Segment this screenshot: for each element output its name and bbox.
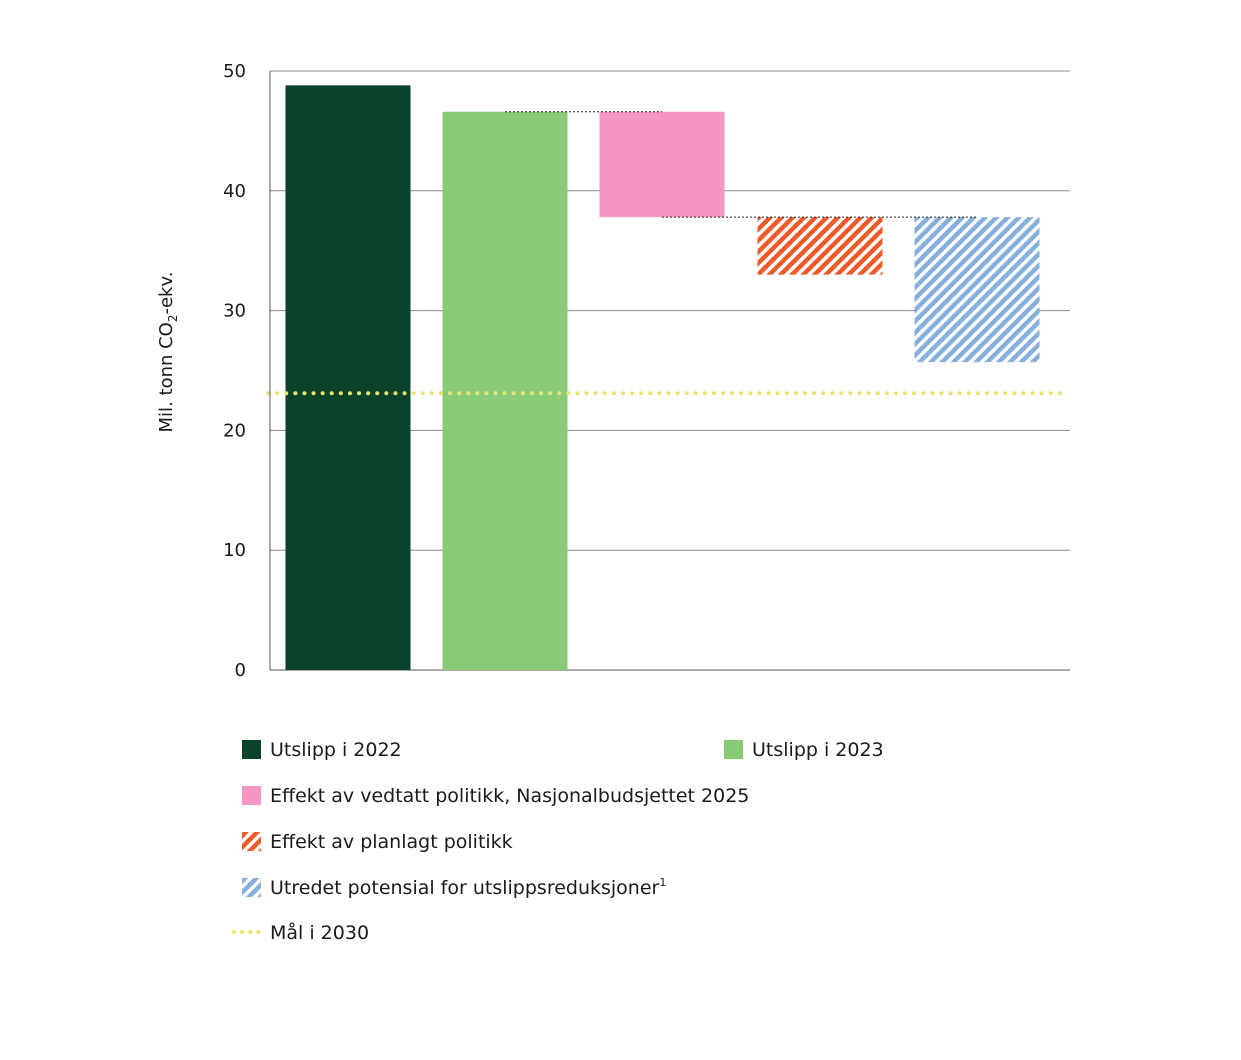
y-axis-label-main: Mil. tonn CO — [156, 322, 177, 432]
legend-label: Effekt av planlagt politikk — [270, 831, 513, 853]
legend-label-text: Utslipp i 2022 — [270, 739, 402, 761]
bars — [285, 85, 1040, 671]
legend-label-text: Mål i 2030 — [270, 921, 369, 944]
legend-item: Effekt av vedtatt politikk, Nasjonalbuds… — [242, 785, 749, 807]
y-tick-label: 50 — [223, 61, 246, 82]
legend-label: Effekt av vedtatt politikk, Nasjonalbuds… — [270, 785, 749, 807]
legend-label-text: Effekt av planlagt politikk — [270, 831, 513, 853]
legend-swatch — [242, 832, 261, 851]
y-tick-label: 40 — [223, 181, 246, 202]
connectors — [505, 111, 977, 218]
y-tick-labels: 0 10 20 30 40 50 — [223, 61, 246, 681]
legend-swatch — [242, 786, 261, 805]
legend-item: Utslipp i 2023 — [724, 739, 884, 761]
y-tick-label: 0 — [235, 660, 246, 681]
bar-1 — [285, 85, 411, 671]
legend-footnote-marker: 1 — [659, 876, 666, 889]
bar-2 — [442, 111, 568, 671]
legend-item: Utredet potensial for utslippsreduksjone… — [242, 876, 666, 899]
legend-label: Utredet potensial for utslippsreduksjone… — [270, 876, 666, 899]
y-tick-label: 20 — [223, 420, 246, 441]
y-axis-label-end: -ekv. — [156, 272, 177, 315]
bar-4 — [757, 217, 883, 275]
legend-label: Mål i 2030 — [270, 921, 369, 944]
legend-item: Effekt av planlagt politikk — [242, 831, 513, 853]
legend-swatch — [242, 740, 261, 759]
y-tick-label: 30 — [223, 301, 246, 322]
legend-label-text: Utslipp i 2023 — [752, 739, 884, 761]
y-tick-label: 10 — [223, 540, 246, 561]
legend-label: Utslipp i 2023 — [752, 739, 884, 761]
legend-label-text: Utredet potensial for utslippsreduksjone… — [270, 877, 660, 899]
legend-label-text: Effekt av vedtatt politikk, Nasjonalbuds… — [270, 785, 749, 807]
legend-item: Utslipp i 2022 — [242, 739, 402, 761]
legend-swatch — [724, 740, 743, 759]
bar-3 — [599, 111, 725, 218]
legend: Utslipp i 2022 Utslipp i 2023 Effekt av ve… — [232, 739, 884, 944]
y-axis-label: Mil. tonn CO2-ekv. — [156, 272, 180, 433]
legend-item: Mål i 2030 — [232, 921, 369, 944]
bar-5 — [914, 217, 1040, 363]
y-axis-label-sub: 2 — [166, 315, 180, 323]
legend-swatch — [242, 878, 261, 897]
legend-label: Utslipp i 2022 — [270, 739, 402, 761]
